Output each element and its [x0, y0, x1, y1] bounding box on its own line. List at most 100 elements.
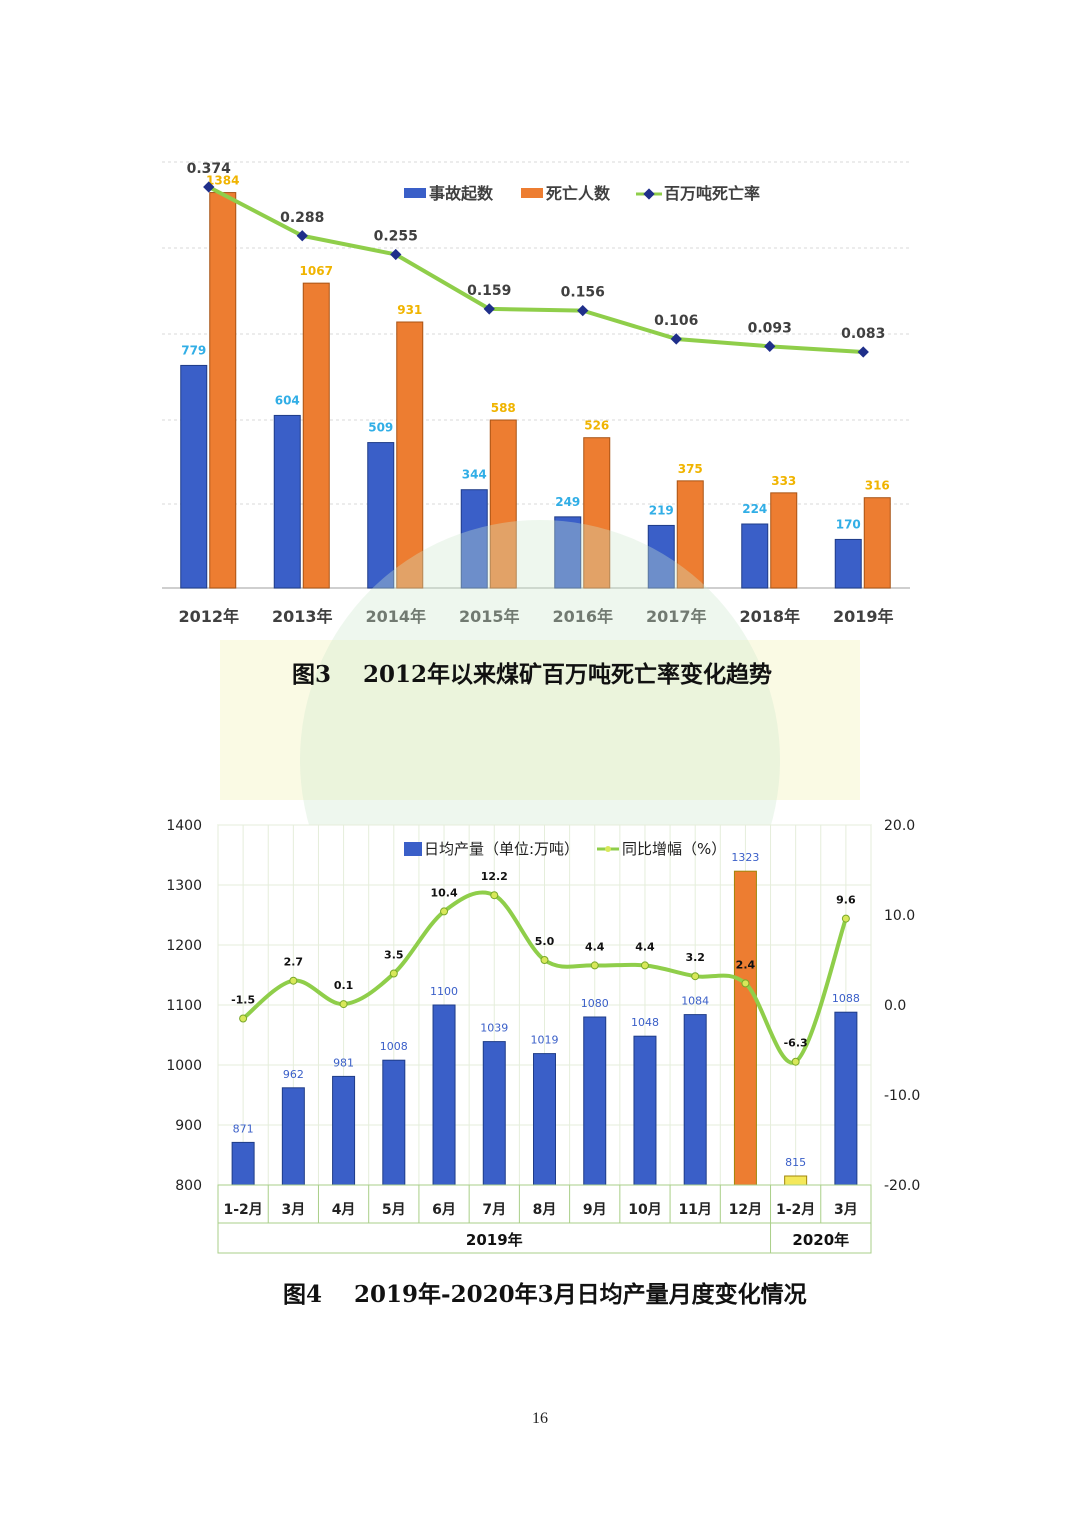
bar-output-3 — [382, 1059, 406, 1186]
label-accidents-3: 344 — [462, 468, 487, 482]
growth-label-2: 0.1 — [334, 979, 354, 992]
growth-point-0 — [239, 1014, 248, 1023]
growth-point-7 — [590, 961, 599, 970]
y-tick-2: 1200 — [166, 938, 202, 954]
label-output-6: 1019 — [531, 1034, 559, 1047]
growth-point-1 — [289, 976, 298, 985]
rate-label-7: 0.083 — [841, 326, 885, 342]
rate-label-5: 0.106 — [654, 313, 698, 329]
bar-deaths-7 — [863, 497, 891, 589]
label-accidents-1: 604 — [275, 393, 300, 407]
bar-output-8 — [633, 1035, 657, 1186]
month-tick-4: 6月 — [432, 1202, 456, 1218]
y2-tick-4: -20.0 — [884, 1178, 920, 1194]
growth-point-6 — [540, 956, 549, 964]
rate-label-4: 0.156 — [561, 285, 605, 301]
label-accidents-5: 219 — [649, 503, 674, 517]
bar-output-5 — [482, 1041, 506, 1186]
month-tick-5: 7月 — [482, 1202, 506, 1218]
bar-accidents-3 — [460, 489, 488, 589]
label-accidents-4: 249 — [555, 495, 580, 509]
month-tick-2: 4月 — [332, 1202, 356, 1218]
growth-point-9 — [691, 972, 700, 981]
tick-label-0: 2012年 — [178, 607, 239, 626]
label-deaths-3: 588 — [491, 401, 516, 415]
label-deaths-5: 375 — [678, 462, 703, 476]
bar-deaths-3 — [489, 419, 517, 589]
bar-accidents-4 — [554, 516, 582, 589]
month-tick-6: 8月 — [533, 1202, 557, 1218]
figure-3-caption: 图3 2012年以来煤矿百万吨死亡率变化趋势 — [292, 661, 773, 688]
bar-deaths-6 — [770, 492, 798, 589]
y2-tick-1: 10.0 — [884, 908, 915, 924]
growth-label-5: 12.2 — [481, 870, 508, 883]
y-tick-1: 1300 — [166, 878, 202, 894]
rate-point-4 — [577, 304, 589, 317]
growth-label-12: 9.6 — [836, 894, 856, 907]
label-accidents-0: 779 — [181, 343, 206, 357]
growth-point-4 — [440, 907, 449, 916]
y-tick-6: 800 — [175, 1178, 202, 1194]
bar-accidents-6 — [741, 523, 769, 589]
label-output-11: 815 — [785, 1156, 806, 1169]
label-output-8: 1048 — [631, 1016, 659, 1029]
bar-output-1 — [281, 1087, 305, 1186]
label-deaths-7: 316 — [865, 479, 890, 493]
bar-output-9 — [683, 1014, 707, 1186]
label-deaths-4: 526 — [584, 419, 609, 433]
bar-accidents-2 — [367, 442, 395, 589]
label-deaths-1: 1067 — [300, 264, 333, 278]
chart-fig3: 779 1384 2012年 604 1067 2013年 509 931 2014年 344 58… — [162, 160, 910, 626]
tick-label-1: 2013年 — [272, 607, 333, 626]
rate-point-7 — [857, 346, 869, 358]
bar-output-4 — [432, 1004, 456, 1186]
y-tick-5: 900 — [175, 1118, 202, 1134]
bar-deaths-4 — [583, 437, 611, 589]
label-output-2: 981 — [333, 1056, 354, 1069]
month-tick-9: 11月 — [678, 1202, 711, 1218]
legend-label-growth: 同比增幅（%） — [622, 840, 726, 858]
label-deaths-0: 1384 — [206, 174, 239, 188]
bar-accidents-7 — [834, 538, 862, 589]
label-output-0: 871 — [233, 1122, 254, 1135]
label-accidents-6: 224 — [742, 502, 767, 516]
legend-swatch-output — [404, 842, 422, 856]
month-tick-7: 9月 — [583, 1202, 607, 1218]
growth-label-1: 2.7 — [284, 956, 304, 969]
bar-output-2 — [332, 1075, 356, 1186]
growth-point-12 — [841, 914, 850, 923]
month-tick-8: 10月 — [628, 1202, 661, 1218]
label-output-12: 1088 — [832, 992, 860, 1005]
bar-output-7 — [583, 1016, 607, 1186]
rate-line — [207, 185, 864, 354]
growth-label-0: -1.5 — [231, 994, 255, 1007]
growth-label-11: -6.3 — [784, 1037, 808, 1050]
growth-label-7: 4.4 — [585, 940, 605, 953]
growth-label-6: 5.0 — [535, 935, 555, 948]
month-tick-12: 3月 — [834, 1202, 858, 1218]
group-label-1: 2020年 — [792, 1231, 849, 1249]
bar-output-6 — [533, 1053, 556, 1186]
growth-point-8 — [640, 961, 649, 970]
legend-marker-rate — [643, 188, 655, 200]
label-accidents-7: 170 — [836, 517, 861, 531]
bar-output-0 — [231, 1141, 255, 1186]
rate-point-3 — [483, 303, 495, 315]
y-tick-0: 1400 — [166, 818, 202, 834]
tick-label-3: 2015年 — [459, 607, 520, 626]
rate-label-0: 0.374 — [187, 161, 232, 177]
label-accidents-2: 509 — [368, 421, 393, 435]
bar-deaths-5 — [676, 480, 704, 589]
label-output-10: 1323 — [731, 851, 759, 864]
month-tick-3: 5月 — [382, 1202, 406, 1218]
bar-accidents-0 — [180, 364, 208, 589]
label-output-4: 1100 — [430, 985, 458, 998]
y2-tick-3: -10.0 — [884, 1088, 920, 1104]
bar-output-10 — [733, 870, 757, 1186]
growth-point-5 — [490, 891, 499, 900]
legend-swatch-accidents — [404, 188, 426, 198]
legend-label-rate: 百万吨死亡率 — [664, 184, 760, 203]
growth-point-10 — [741, 979, 750, 988]
label-deaths-2: 931 — [397, 303, 422, 317]
